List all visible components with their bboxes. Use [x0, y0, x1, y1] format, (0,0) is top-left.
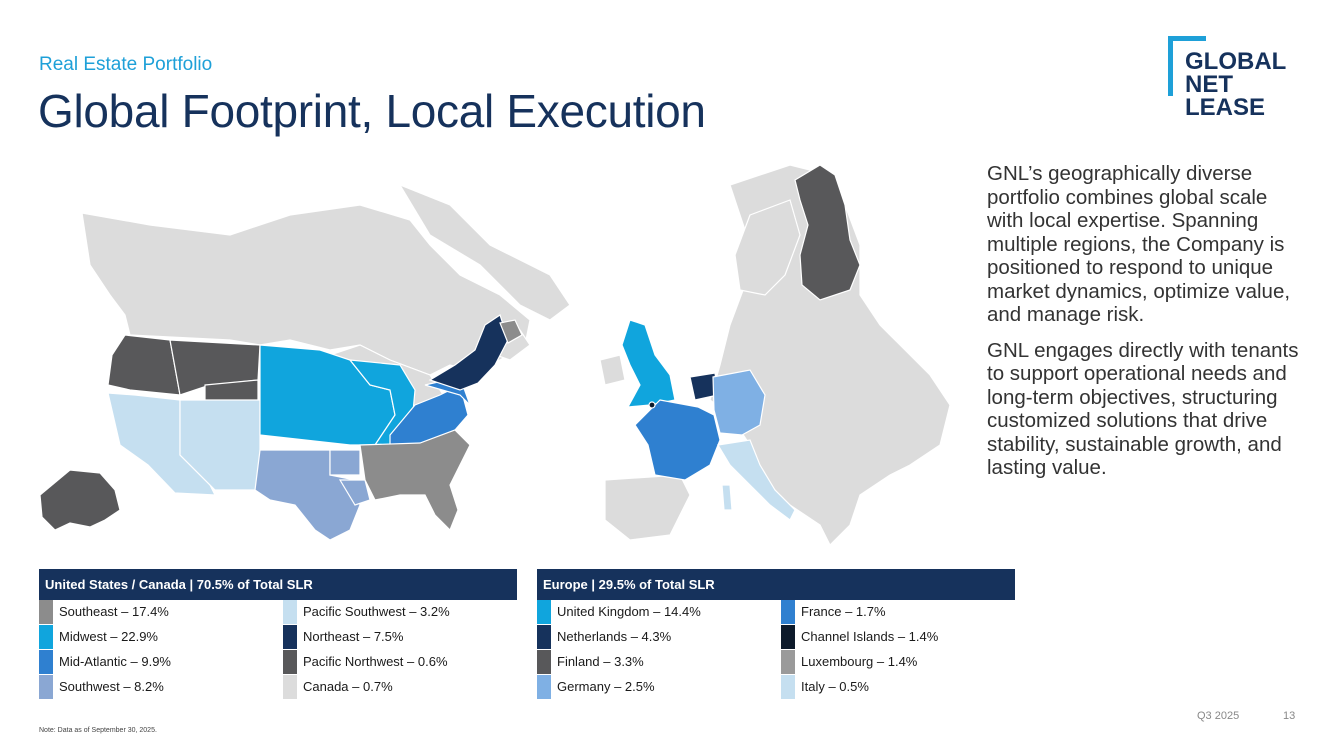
legend-item: France – 1.7% — [781, 600, 1021, 624]
legend-swatch — [283, 600, 297, 624]
region-pacific-southwest — [107, 392, 216, 496]
region-alaska — [39, 469, 121, 531]
region-italy — [717, 439, 796, 521]
legend-item: United Kingdom – 14.4% — [537, 600, 777, 624]
legend-swatch — [781, 675, 795, 699]
europe-legend: Europe | 29.5% of Total SLR United Kingd… — [537, 569, 1015, 699]
legend-item: Canada – 0.7% — [283, 675, 523, 699]
region-germany — [712, 369, 766, 436]
page-title: Global Footprint, Local Execution — [38, 85, 706, 137]
footnote: Note: Data as of September 30, 2025. — [39, 727, 157, 734]
region-united-kingdom — [621, 319, 676, 408]
region-pacific-northwest — [107, 334, 181, 396]
legend-item: Midwest – 22.9% — [39, 625, 279, 649]
legend-item: Germany – 2.5% — [537, 675, 777, 699]
legend-swatch — [781, 600, 795, 624]
legend-swatch — [537, 600, 551, 624]
portfolio-description: GNL’s geographically diverse portfolio c… — [987, 162, 1307, 492]
legend-swatch — [537, 650, 551, 674]
legend-swatch — [283, 625, 297, 649]
legend-item: Luxembourg – 1.4% — [781, 650, 1021, 674]
legend-swatch — [537, 625, 551, 649]
us-canada-legend: United States / Canada | 70.5% of Total … — [39, 569, 517, 699]
us-canada-legend-header: United States / Canada | 70.5% of Total … — [39, 569, 517, 600]
legend-swatch — [537, 675, 551, 699]
company-logo: GLOBAL NET LEASE — [1168, 36, 1298, 126]
description-paragraph-2: GNL engages directly with tenants to sup… — [987, 338, 1299, 480]
legend-item: Southwest – 8.2% — [39, 675, 279, 699]
portfolio-maps — [39, 164, 951, 547]
legend-swatch — [781, 625, 795, 649]
legend-item: Netherlands – 4.3% — [537, 625, 777, 649]
legend-swatch — [39, 650, 53, 674]
legend-item: Finland – 3.3% — [537, 650, 777, 674]
legend-item: Channel Islands – 1.4% — [781, 625, 1021, 649]
region-finland — [794, 164, 861, 301]
europe-legend-header: Europe | 29.5% of Total SLR — [537, 569, 1015, 600]
legend-swatch — [283, 650, 297, 674]
legend-item: Northeast – 7.5% — [283, 625, 523, 649]
legend-swatch — [283, 675, 297, 699]
quarter-label: Q3 2025 — [1197, 710, 1240, 722]
north-america-map — [39, 183, 571, 541]
region-southeast — [359, 429, 471, 532]
legend-item: Pacific Southwest – 3.2% — [283, 600, 523, 624]
europe-map — [599, 164, 951, 547]
legend-swatch — [781, 650, 795, 674]
page-number: 13 — [1283, 710, 1296, 722]
legend-item: Southeast – 17.4% — [39, 600, 279, 624]
legend-item: Mid-Atlantic – 9.9% — [39, 650, 279, 674]
page-subtitle: Real Estate Portfolio — [39, 54, 213, 75]
region-channel-islands — [648, 401, 656, 409]
legend-item: Pacific Northwest – 0.6% — [283, 650, 523, 674]
legend-swatch — [39, 600, 53, 624]
description-paragraph-1: GNL’s geographically diverse portfolio c… — [987, 162, 1291, 326]
region-france — [634, 399, 721, 481]
legend-swatch — [39, 675, 53, 699]
legend-item: Italy – 0.5% — [781, 675, 1021, 699]
legend-swatch — [39, 625, 53, 649]
